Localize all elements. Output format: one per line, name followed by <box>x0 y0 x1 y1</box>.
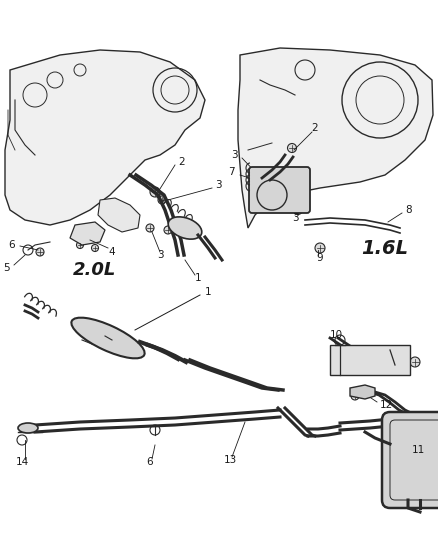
Ellipse shape <box>168 217 202 239</box>
Text: 14: 14 <box>15 457 28 467</box>
FancyBboxPatch shape <box>382 412 438 508</box>
Text: 5: 5 <box>4 263 10 273</box>
Text: 12: 12 <box>380 400 393 410</box>
Text: 2: 2 <box>179 157 185 167</box>
Circle shape <box>164 226 172 234</box>
Text: 13: 13 <box>223 455 237 465</box>
Text: 1.6L: 1.6L <box>361 238 409 257</box>
Text: 9: 9 <box>317 253 323 263</box>
Text: 3: 3 <box>215 180 222 190</box>
Text: 3: 3 <box>157 250 163 260</box>
Circle shape <box>150 187 160 197</box>
Text: 6: 6 <box>8 240 15 250</box>
Polygon shape <box>70 222 105 245</box>
Ellipse shape <box>18 423 38 433</box>
Text: 7: 7 <box>228 167 235 177</box>
Text: 4: 4 <box>109 247 115 257</box>
FancyBboxPatch shape <box>249 167 310 213</box>
Text: 3: 3 <box>231 150 238 160</box>
Circle shape <box>36 248 44 256</box>
Text: 8: 8 <box>405 205 412 215</box>
Circle shape <box>351 392 359 400</box>
Polygon shape <box>5 50 205 225</box>
Polygon shape <box>98 198 140 232</box>
Text: 1: 1 <box>205 287 212 297</box>
Circle shape <box>315 243 325 253</box>
Circle shape <box>293 206 303 214</box>
Text: 2.0L: 2.0L <box>73 261 117 279</box>
Text: 2: 2 <box>312 123 318 133</box>
Polygon shape <box>350 385 375 399</box>
Ellipse shape <box>71 318 145 358</box>
Text: 1: 1 <box>194 273 201 283</box>
Circle shape <box>255 171 265 180</box>
Text: 3: 3 <box>292 213 298 223</box>
Polygon shape <box>238 48 433 228</box>
Circle shape <box>158 196 166 204</box>
Circle shape <box>410 357 420 367</box>
Circle shape <box>146 224 154 232</box>
Text: 10: 10 <box>330 330 343 340</box>
Circle shape <box>77 241 84 248</box>
Circle shape <box>92 245 99 252</box>
Text: 11: 11 <box>412 445 425 455</box>
Circle shape <box>287 143 297 152</box>
Circle shape <box>136 348 144 356</box>
FancyBboxPatch shape <box>330 345 410 375</box>
Text: 6: 6 <box>147 457 153 467</box>
